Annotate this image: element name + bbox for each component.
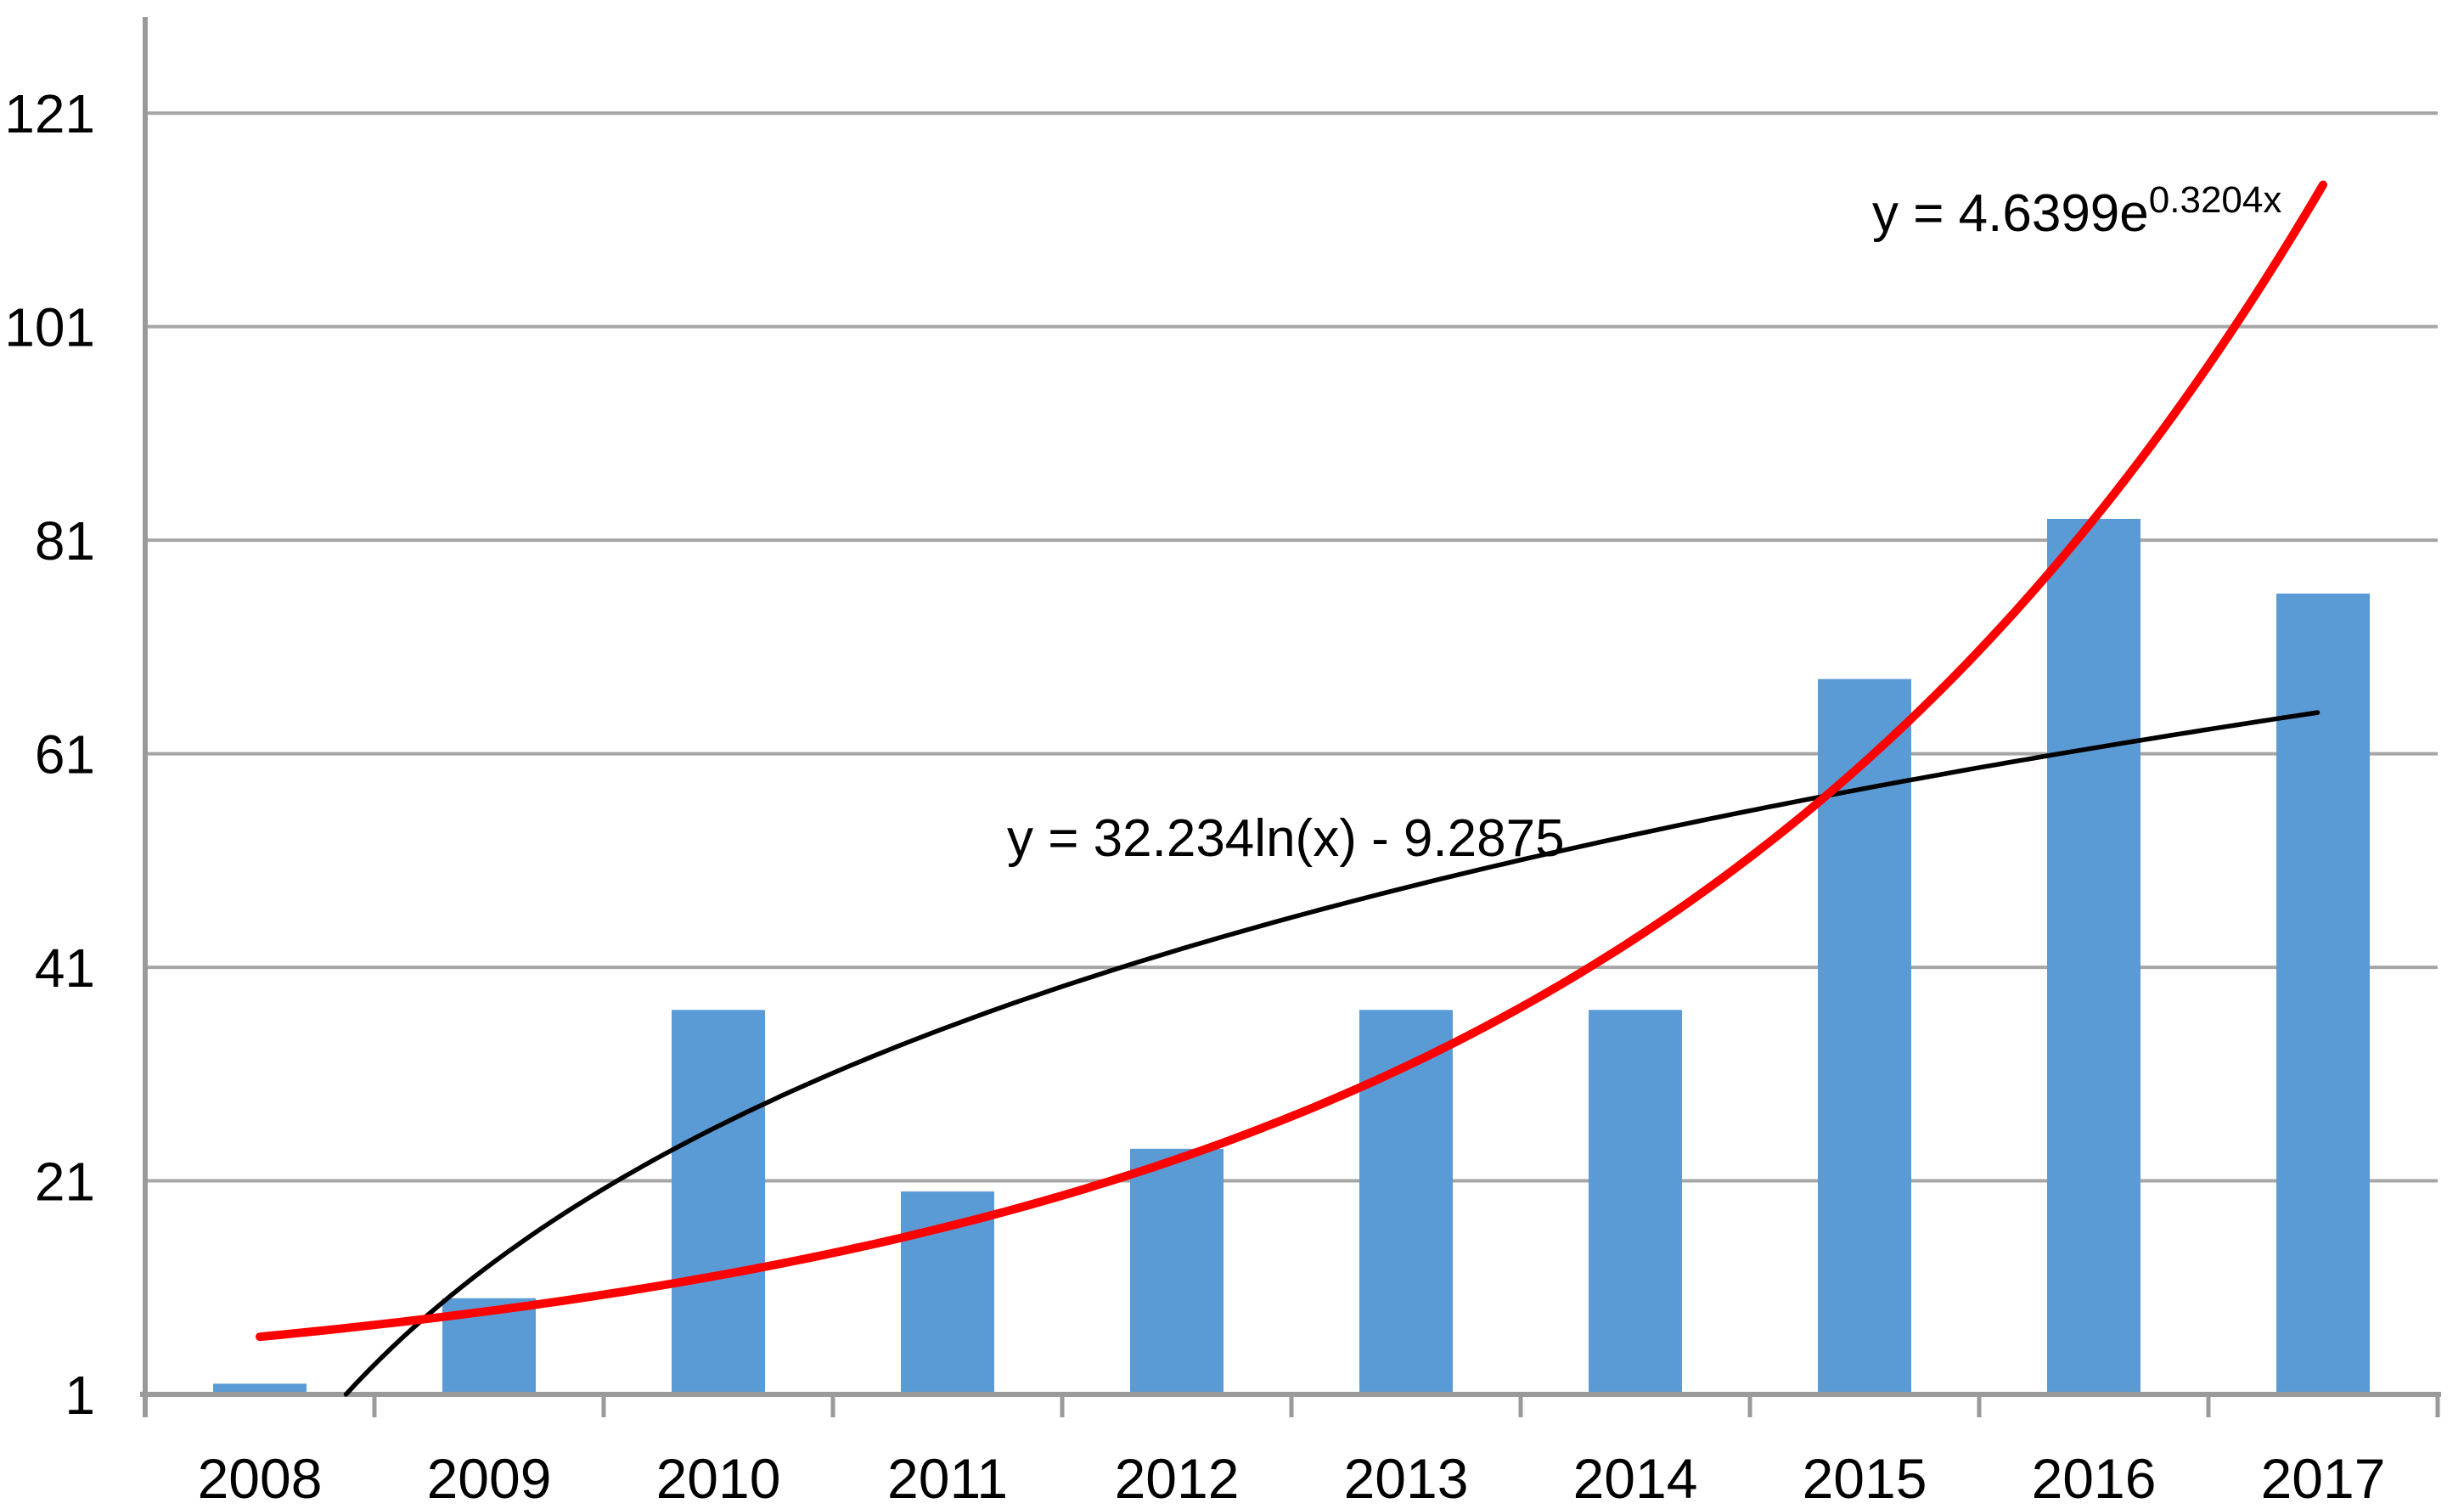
logarithmic-trendline-path (343, 710, 2321, 1397)
x-tick-label-2015: 2015 (1803, 1447, 1927, 1509)
bar-2015 (1818, 678, 1911, 1394)
exponential-equation-exponent: 0.3204x (2149, 179, 2282, 221)
y-tick-label-61: 61 (35, 724, 95, 785)
exponential-equation-label: y = 4.6399e0.3204x (1872, 179, 2281, 243)
x-tick-label-2017: 2017 (2261, 1447, 2386, 1509)
x-tick-label-2009: 2009 (427, 1447, 552, 1509)
bar-2010 (672, 1010, 765, 1394)
y-tick-label-121: 121 (4, 83, 95, 144)
y-tick-label-1: 1 (65, 1365, 95, 1426)
logarithmic-equation-label: y = 32.234ln(x) - 9.2875 (1007, 809, 1565, 868)
bar-2014 (1589, 1010, 1682, 1394)
x-tick-label-2010: 2010 (656, 1447, 781, 1509)
x-tick-label-2012: 2012 (1115, 1447, 1240, 1509)
bar-2008 (213, 1383, 307, 1394)
bar-2017 (2276, 594, 2370, 1394)
logarithmic-trendline (343, 710, 2321, 1397)
bar-2013 (1359, 1010, 1453, 1394)
y-tick-label-21: 21 (35, 1151, 95, 1213)
bar-series (213, 519, 2370, 1394)
bar-2016 (2047, 519, 2141, 1394)
exponential-equation-base: y = 4.6399e (1872, 184, 2149, 243)
y-tick-label-41: 41 (35, 937, 95, 999)
bar-2012 (1130, 1148, 1224, 1394)
y-tick-label-101: 101 (4, 297, 95, 358)
y-tick-label-81: 81 (35, 510, 95, 572)
x-tick-label-2013: 2013 (1344, 1447, 1469, 1509)
x-tick-label-2014: 2014 (1573, 1447, 1698, 1509)
axes (140, 17, 2441, 1417)
x-tick-label-2011: 2011 (887, 1447, 1008, 1509)
exponential-trendline-path (256, 180, 2327, 1342)
x-tick-label-2016: 2016 (2032, 1447, 2157, 1509)
x-tick-label-2008: 2008 (198, 1447, 323, 1509)
exponential-trendline (256, 180, 2327, 1342)
x-axis-labels: 2008 2009 2010 2011 2012 2013 2014 2015 2016 2017 (198, 1447, 2386, 1509)
